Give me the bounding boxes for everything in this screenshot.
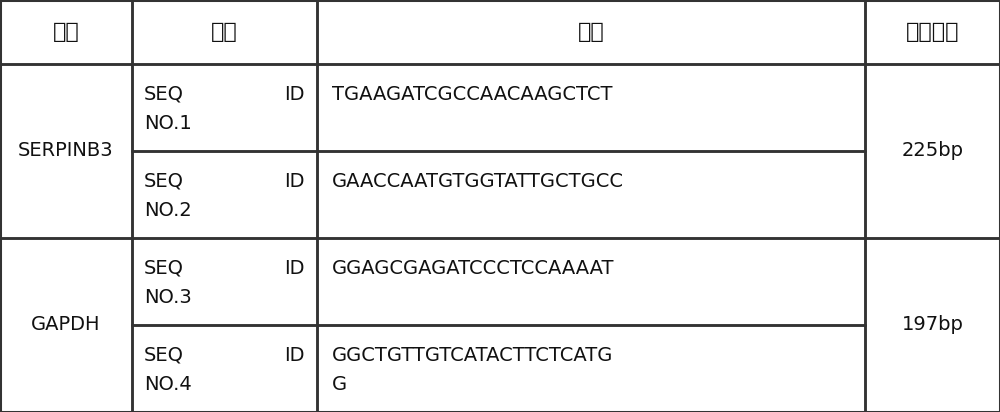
- Bar: [317, 151, 865, 238]
- Text: SEQ: SEQ: [144, 259, 184, 278]
- Text: SERPINB3: SERPINB3: [18, 141, 114, 160]
- Text: NO.3: NO.3: [144, 288, 192, 307]
- Text: 225bp: 225bp: [902, 141, 964, 160]
- Bar: [317, 325, 865, 412]
- Text: SEQ: SEQ: [144, 85, 184, 104]
- Text: GGCTGTTGTCATACTTCTCATG: GGCTGTTGTCATACTTCTCATG: [332, 346, 613, 365]
- Bar: [865, 64, 1000, 238]
- Text: GAPDH: GAPDH: [31, 316, 101, 335]
- Text: G: G: [332, 375, 347, 393]
- Text: GAACCAATGTGGTATTGCTGCC: GAACCAATGTGGTATTGCTGCC: [332, 172, 624, 191]
- Bar: [0, 0, 132, 64]
- Bar: [865, 0, 1000, 64]
- Text: 序列: 序列: [578, 22, 604, 42]
- Bar: [132, 325, 317, 412]
- Text: ID: ID: [285, 172, 305, 191]
- Bar: [317, 0, 865, 64]
- Text: NO.1: NO.1: [144, 114, 192, 133]
- Bar: [0, 64, 132, 238]
- Text: 编号: 编号: [211, 22, 238, 42]
- Text: ID: ID: [285, 259, 305, 278]
- Text: SEQ: SEQ: [144, 346, 184, 365]
- Text: 197bp: 197bp: [902, 316, 963, 335]
- Bar: [317, 238, 865, 325]
- Bar: [0, 238, 132, 412]
- Text: SEQ: SEQ: [144, 172, 184, 191]
- Bar: [865, 238, 1000, 412]
- Text: 基因: 基因: [53, 22, 79, 42]
- Bar: [132, 0, 317, 64]
- Text: 扩增长度: 扩增长度: [906, 22, 959, 42]
- Bar: [132, 238, 317, 325]
- Bar: [132, 151, 317, 238]
- Text: ID: ID: [285, 346, 305, 365]
- Text: NO.2: NO.2: [144, 201, 192, 220]
- Bar: [317, 64, 865, 151]
- Text: TGAAGATCGCCAACAAGCTCT: TGAAGATCGCCAACAAGCTCT: [332, 85, 612, 104]
- Text: NO.4: NO.4: [144, 375, 192, 393]
- Bar: [132, 64, 317, 151]
- Text: ID: ID: [285, 85, 305, 104]
- Text: GGAGCGAGATCCCTCCAAAAT: GGAGCGAGATCCCTCCAAAAT: [332, 259, 614, 278]
